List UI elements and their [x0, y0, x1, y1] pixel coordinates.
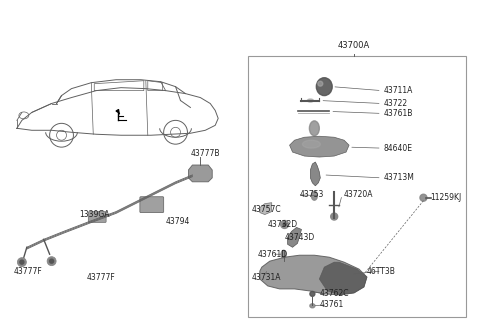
FancyBboxPatch shape [140, 197, 164, 213]
Text: 43794: 43794 [166, 217, 190, 226]
Text: 84640E: 84640E [384, 144, 413, 153]
Text: 43731A: 43731A [252, 272, 281, 282]
Text: 43732D: 43732D [268, 220, 298, 229]
Text: 43761: 43761 [319, 300, 344, 309]
Text: 43753: 43753 [300, 190, 324, 199]
Ellipse shape [312, 191, 317, 200]
Text: 43777F: 43777F [14, 267, 43, 276]
Text: 43757C: 43757C [252, 205, 282, 214]
Bar [248, 56, 466, 317]
Ellipse shape [310, 304, 315, 308]
Text: 43761B: 43761B [384, 109, 413, 118]
Text: 43700A: 43700A [338, 41, 370, 50]
Ellipse shape [49, 259, 54, 263]
Ellipse shape [316, 78, 332, 95]
Ellipse shape [307, 99, 313, 102]
Ellipse shape [20, 260, 24, 264]
Text: 43777B: 43777B [191, 148, 220, 158]
Polygon shape [289, 136, 349, 157]
Text: 11259KJ: 11259KJ [431, 193, 462, 202]
FancyBboxPatch shape [88, 212, 106, 222]
Ellipse shape [318, 81, 323, 86]
Ellipse shape [420, 194, 427, 201]
Text: 1339GA: 1339GA [79, 210, 110, 219]
Text: 43777F: 43777F [86, 272, 115, 282]
Text: 43722: 43722 [384, 99, 408, 108]
Polygon shape [260, 203, 272, 215]
Text: 43762C: 43762C [319, 289, 349, 298]
Text: 43743D: 43743D [285, 233, 315, 242]
Polygon shape [319, 262, 367, 295]
Ellipse shape [283, 223, 286, 226]
Ellipse shape [310, 121, 319, 136]
Polygon shape [311, 162, 320, 186]
Polygon shape [260, 255, 367, 295]
Ellipse shape [281, 220, 288, 229]
Text: 43713M: 43713M [384, 173, 415, 182]
Ellipse shape [302, 140, 320, 148]
Polygon shape [288, 228, 301, 247]
Polygon shape [189, 165, 212, 182]
Text: 43711A: 43711A [384, 86, 413, 95]
Ellipse shape [281, 250, 286, 258]
Text: 43720A: 43720A [344, 190, 373, 199]
Ellipse shape [17, 258, 26, 267]
Ellipse shape [331, 213, 337, 220]
Ellipse shape [47, 257, 56, 266]
Text: 43761D: 43761D [258, 250, 288, 259]
Text: 46TT3B: 46TT3B [367, 267, 396, 276]
Ellipse shape [310, 291, 315, 296]
